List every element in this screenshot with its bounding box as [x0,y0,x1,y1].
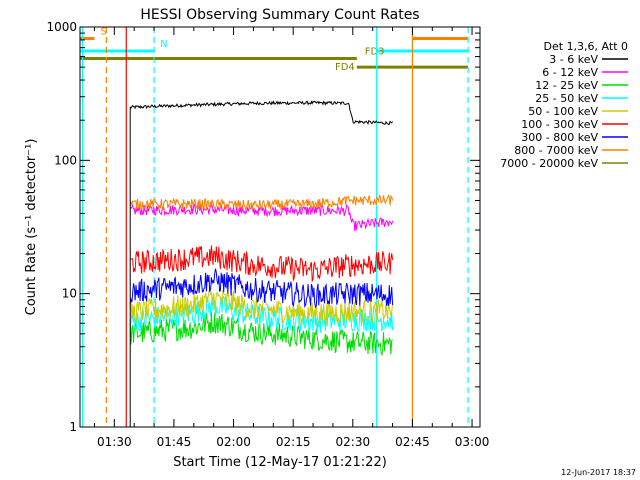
axes: 01:30 01:45 02:00 02:15 02:30 02:45 03:00 1 10 10… [46,20,489,449]
chart-title: HESSI Observing Summary Count Rates [140,7,419,23]
x-tick-label: 02:00 [216,435,251,449]
flag-bars: S N FD3 FD4 [80,26,469,73]
legend-label: 12 - 25 keV [535,79,598,92]
y-tick-label: 100 [54,153,77,167]
y-axis-label: Count Rate (s⁻¹ detector⁻¹) [24,139,39,316]
series-lines [129,100,394,427]
legend-label: 7000 - 20000 keV [500,157,598,170]
legend-label: 800 - 7000 keV [514,144,598,157]
x-tick-label: 01:30 [97,435,132,449]
legend-label: 6 - 12 keV [542,66,598,79]
x-tick-label: 02:15 [276,435,311,449]
series-line [129,193,394,211]
x-tick-label: 01:45 [157,435,192,449]
flag-label: N [160,39,167,50]
legend-label: 100 - 300 keV [521,118,598,131]
footer-timestamp: 12-Jun-2017 18:37 [561,468,636,477]
x-tick-label: 03:00 [455,435,490,449]
x-axis-label: Start Time (12-May-17 01:21:22) [173,455,387,470]
x-tick-label: 02:45 [395,435,430,449]
legend-label: 25 - 50 keV [535,92,598,105]
legend-label: 300 - 800 keV [521,131,598,144]
legend-label: 50 - 100 keV [528,105,598,118]
plot-frame [79,26,481,428]
y-tick-label: 1 [69,420,77,434]
series-line [129,288,394,325]
flag-label: FD4 [335,62,355,73]
series-line [129,311,393,357]
series-line [129,268,394,309]
y-tick-label: 10 [62,287,77,301]
y-tick-label: 1000 [46,20,77,34]
series-line [130,245,394,283]
flag-label: FD3 [365,47,385,58]
legend-title: Det 1,3,6, Att 0 [544,40,628,53]
x-tick-label: 02:30 [336,435,371,449]
series-line [129,100,394,126]
state-lines [81,27,469,427]
flag-label: S [100,26,106,37]
legend-label: 3 - 6 keV [549,53,598,66]
